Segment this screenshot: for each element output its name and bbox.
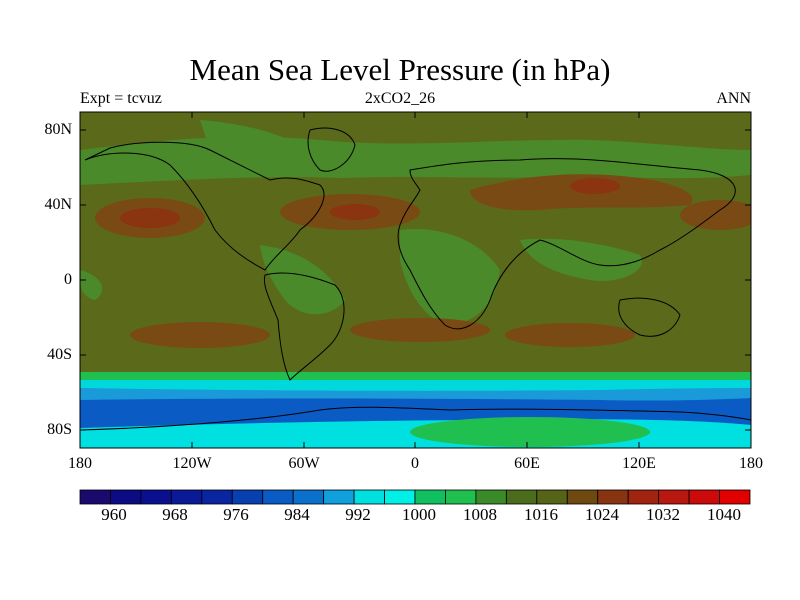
antarctic-high: [410, 417, 650, 447]
lat-label-0: 0: [64, 271, 72, 288]
colorbar-label: 1040: [707, 505, 741, 524]
lat-label-40n: 40N: [44, 196, 72, 213]
colorbar-label: 1024: [585, 505, 619, 524]
colorbar-swatch: [201, 489, 233, 505]
colorbar-swatch: [445, 489, 477, 505]
season-label: ANN: [716, 90, 751, 107]
colorbar-swatch: [536, 489, 568, 505]
colorbar-label: 992: [345, 505, 371, 524]
colorbar-swatch: [658, 489, 690, 505]
lat-label-40s: 40S: [47, 346, 72, 363]
pressure-field: [80, 112, 751, 448]
field-band-tropical: [260, 245, 345, 315]
field-patch-arctic: [200, 120, 320, 162]
colorbar-swatch: [414, 489, 446, 505]
colorbar-swatch: [110, 489, 142, 505]
high-atlantic-core: [330, 204, 380, 220]
colorbar-swatch: [323, 489, 355, 505]
colorbar-swatch: [231, 489, 264, 505]
lon-label-60e: 60E: [514, 455, 540, 472]
colorbar-label: 1016: [524, 505, 558, 524]
colorbar-swatch: [597, 489, 629, 505]
colorbar-label: 1008: [463, 505, 497, 524]
high-indian: [505, 323, 635, 347]
coast-africa-eurasia: [397, 158, 736, 330]
high-south-pacific: [130, 322, 270, 348]
lat-label-80n: 80N: [44, 121, 72, 138]
band-south-2: [80, 380, 751, 392]
colorbar-swatch: [353, 489, 385, 505]
high-asia-core: [570, 178, 620, 194]
band-south-1: [80, 372, 751, 382]
colorbar-label: 1032: [646, 505, 680, 524]
coast-australia: [618, 297, 681, 337]
colorbar-swatch: [627, 489, 660, 505]
high-pacific-core: [120, 208, 180, 228]
lon-ticks: [79, 112, 752, 448]
lon-label-120w: 120W: [172, 455, 212, 472]
coast-greenland: [307, 127, 356, 172]
field-band-asia: [520, 238, 642, 281]
lat-label-80s: 80S: [47, 421, 72, 438]
lat-ticks: [80, 129, 751, 431]
chart-title: Mean Sea Level Pressure (in hPa): [189, 52, 611, 87]
colorbar: [79, 489, 751, 505]
colorbar-swatch: [79, 489, 111, 505]
coast-antarctica: [80, 406, 751, 431]
colorbar-swatch: [566, 489, 599, 505]
colorbar-swatch: [292, 489, 325, 505]
colorbar-label: 976: [223, 505, 249, 524]
experiment-label: Expt = tcvuz: [80, 90, 162, 107]
colorbar-swatch: [505, 489, 538, 505]
colorbar-label: 984: [284, 505, 310, 524]
lon-label-180w: 180: [68, 455, 92, 472]
field-band-west: [80, 270, 103, 300]
high-east-pacific: [680, 200, 751, 230]
lon-label-180e: 180: [739, 455, 763, 472]
colorbar-swatch: [688, 489, 720, 505]
lon-label-0: 0: [411, 455, 419, 472]
colorbar-swatch: [475, 489, 507, 505]
colorbar-swatch: [262, 489, 294, 505]
colorbar-label: 968: [162, 505, 188, 524]
colorbar-swatch: [140, 489, 172, 505]
coastlines: [80, 127, 751, 431]
lon-label-60w: 60W: [288, 455, 320, 472]
high-south-atlantic: [350, 318, 490, 342]
colorbar-swatch: [384, 489, 416, 505]
lon-label-120e: 120E: [622, 455, 656, 472]
coast-north-america: [84, 141, 325, 271]
coast-south-america: [263, 272, 345, 381]
colorbar-swatch: [719, 489, 751, 505]
run-label: 2xCO2_26: [364, 90, 436, 107]
colorbar-swatch: [170, 489, 203, 505]
colorbar-label: 960: [101, 505, 127, 524]
field-band-africa: [400, 229, 500, 325]
colorbar-label: 1000: [402, 505, 436, 524]
